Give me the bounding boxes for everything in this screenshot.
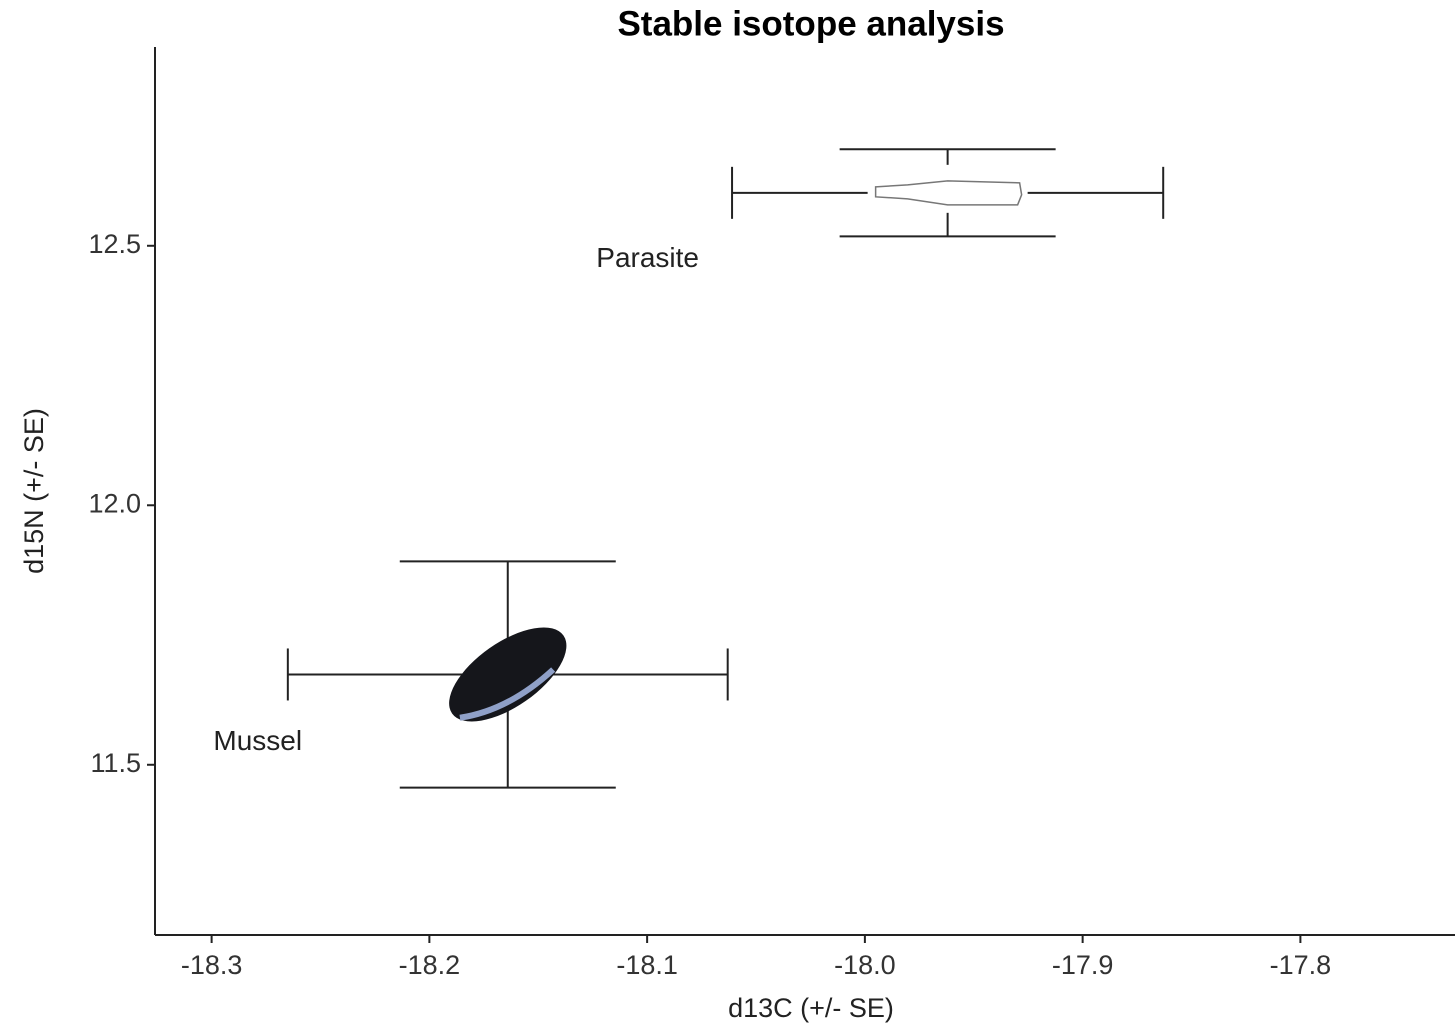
x-tick-label: -18.0 bbox=[834, 950, 896, 980]
x-tick-label: -17.8 bbox=[1270, 950, 1332, 980]
y-tick-label: 12.5 bbox=[88, 229, 141, 259]
x-tick-label: -18.3 bbox=[181, 950, 243, 980]
point-icon bbox=[867, 164, 1028, 213]
x-tick-label: -17.9 bbox=[1052, 950, 1114, 980]
mussel-edge bbox=[459, 667, 556, 721]
y-tick-label: 11.5 bbox=[90, 748, 141, 778]
parasite-body bbox=[874, 180, 1023, 206]
point-label: Mussel bbox=[213, 725, 302, 756]
x-tick-label: -18.1 bbox=[616, 950, 678, 980]
point-label: Parasite bbox=[596, 242, 699, 273]
point-icon bbox=[449, 627, 567, 722]
chart-title: Stable isotope analysis bbox=[617, 4, 1004, 43]
mussel-shell bbox=[449, 627, 567, 722]
y-tick-label: 12.0 bbox=[88, 488, 141, 518]
y-axis-title: d15N (+/- SE) bbox=[19, 408, 49, 574]
x-axis-title: d13C (+/- SE) bbox=[728, 993, 894, 1023]
x-tick-label: -18.2 bbox=[399, 950, 461, 980]
